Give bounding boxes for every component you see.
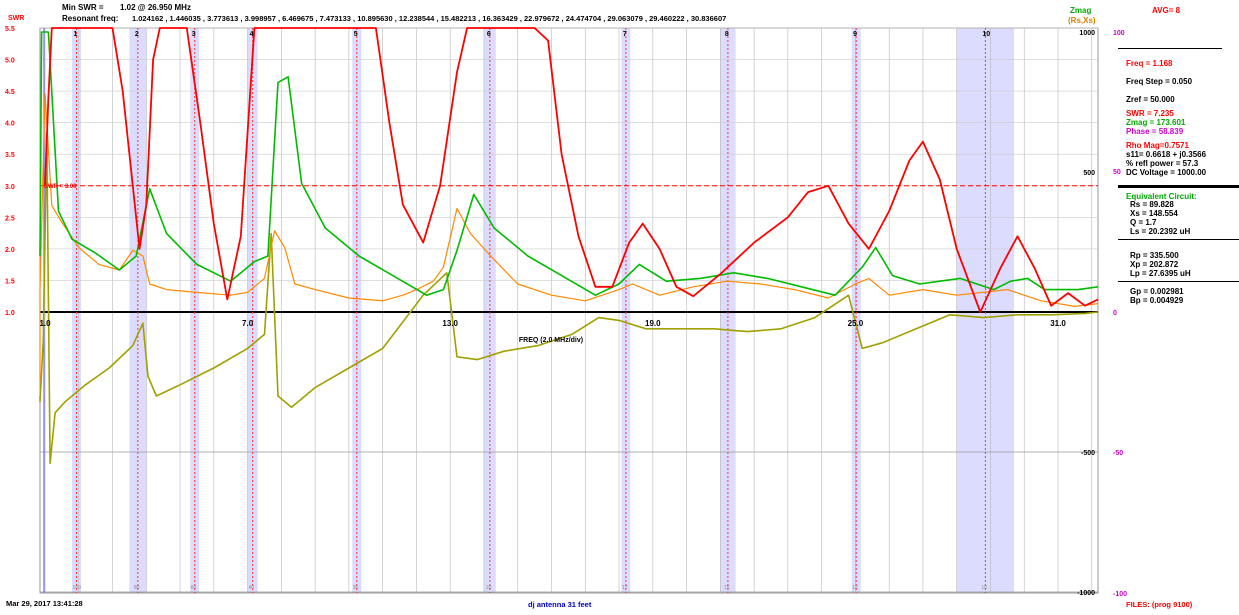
phase-tick-label: 0 [1113,310,1117,317]
readout-refl: % refl power = 57.3 [1126,159,1199,168]
band-region [621,28,631,593]
x-tick-label: 19.0 [645,319,661,328]
phase-tick-label: -50 [1113,450,1123,457]
readout-rp: Rp = 335.500 [1130,251,1179,260]
band-region [352,28,362,593]
swr-tick-label: 2.5 [5,215,15,222]
swr-tick-label: 1.0 [5,310,15,317]
resonant-values: 1.024162 , 1.446035 , 3.773613 , 3.99895… [132,14,727,23]
readout-lp: Lp = 27.6395 uH [1130,269,1191,278]
band-marker-label: 9 [853,31,857,38]
phase-tick-label: 50 [1113,169,1121,176]
x-tick-label: 7.0 [242,319,254,328]
band-marker-label: 5 [354,31,358,38]
series-line-rs [39,93,1099,382]
readout-phase: Phase = 58.839 [1126,127,1184,136]
readout-dcv: DC Voltage = 1000.00 [1126,168,1207,177]
min-swr-value: 1.02 @ 26.950 MHz [120,3,191,12]
ohm-tick-label: 1000 [1079,30,1095,37]
band-region [190,28,200,593]
files-label: FILES: (prog 9100) [1126,600,1193,609]
band-region [247,28,258,593]
band-marker-label: 6 [487,31,491,38]
swr-tick-label: 3.5 [5,152,15,159]
band-region [483,28,496,593]
band-bottom-label: 60 [191,585,197,591]
panel-thick-divider [1118,185,1239,188]
x-axis-label: FREQ (2.0 MHz/div) [519,337,583,344]
chart-caption: dj antenna 31 feet [528,600,592,609]
x-tick-label: 1.0 [39,319,51,328]
readout-zref: Zref = 50.000 [1126,95,1175,104]
band-bottom-label: 17 [622,585,628,591]
band-bottom-label: 40 [249,585,255,591]
swr-tick-label: 4.0 [5,121,15,128]
band-bottom-label: 20 [486,585,492,591]
readout-zmag: Zmag = 173.601 [1126,118,1186,127]
series-line-zmag [39,31,1099,296]
swr-tick-label: 4.5 [5,89,15,96]
swr-axis-title: SWR [8,15,25,22]
eq-circuit-title: Equivalent Circuit: [1126,192,1197,201]
band-marker-label: 4 [250,31,254,38]
swr-tick-label: 5.0 [5,58,15,65]
readout-q: Q = 1.7 [1130,218,1157,227]
readout-bp: Bp = 0.004929 [1130,296,1184,305]
readout-freq: Freq = 1.168 [1126,59,1173,68]
series-line-xs [39,132,1099,464]
x-tick-label: 31.0 [1050,319,1066,328]
panel-divider-2 [1118,239,1239,240]
band-bottom-label: 30 [353,585,359,591]
x-tick-label: 25.0 [848,319,864,328]
readout-xs: Xs = 148.554 [1130,209,1178,218]
band-bottom-label: 10 [981,585,987,591]
readout-s11: s11= 0.6618 + j0.3566 [1126,150,1207,159]
band-region [956,28,1015,593]
band-marker-label: 8 [725,31,729,38]
band-marker-label: 2 [135,31,139,38]
swr-tick-label: 1.5 [5,278,15,285]
ohm-tick-label: -1000 [1077,590,1095,597]
ohm-tick-label: 500 [1083,170,1095,177]
band-marker-label: 10 [982,31,990,38]
readout-ls: Ls = 20.2392 uH [1130,227,1191,236]
resonant-label: Resonant freq: [62,14,119,23]
band-marker-label: 1 [74,31,78,38]
swr-tick-label: 2.0 [5,247,15,254]
band-region [72,28,82,593]
phase-tick-label: -100 [1113,591,1127,598]
band-region [851,28,861,593]
panel-divider-3 [1118,281,1239,282]
readout-swr: SWR = 7.235 [1126,109,1174,118]
readout-xp: Xp = 202.872 [1130,260,1179,269]
readout-rho: Rho Mag=0.7571 [1126,141,1189,150]
band-bottom-label: 12 [852,585,858,591]
ohm-tick-label: -500 [1081,450,1095,457]
band-marker-label: 7 [623,31,627,38]
readout-gp: Gp = 0.002981 [1130,287,1184,296]
series-line-swr [44,27,1099,313]
panel-divider [1118,48,1222,49]
timestamp: Mar 29, 2017 13:41:28 [6,599,83,608]
x-tick-label: 13.0 [442,319,458,328]
phase-tick-label: 100 [1113,30,1125,37]
zmag-legend: Zmag [1070,6,1092,15]
rsxs-legend: (Rs,Xs) [1068,16,1096,25]
min-swr-label: Min SWR = [62,3,104,12]
swr-tick-label: 3.0 [5,184,15,191]
band-marker-label: 3 [192,31,196,38]
readout-rs: Rs = 89.828 [1130,200,1174,209]
avg-label: AVG= 8 [1152,6,1181,15]
band-bottom-label: 15 [724,585,730,591]
swr-tick-label: 5.5 [5,26,15,33]
swr-reference-label: SWR = 3.00 [44,184,77,190]
readout-freq-step: Freq Step = 0.050 [1126,77,1193,86]
band-bottom-label: 160 [73,585,82,591]
band-bottom-label: 80 [134,585,140,591]
